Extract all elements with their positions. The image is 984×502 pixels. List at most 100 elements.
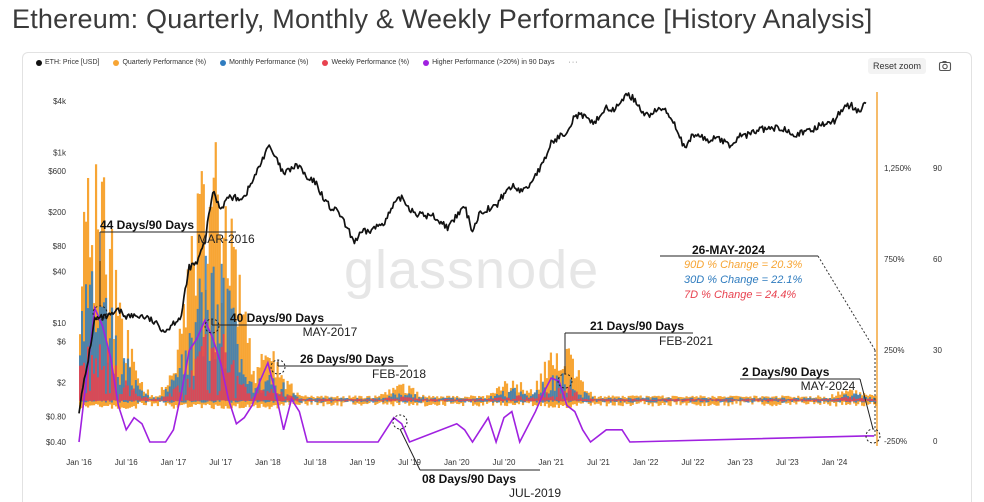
weekly-bar [454,399,457,401]
weekly-bar [256,393,259,401]
x-tick-label: Jan '16 [66,458,92,467]
weekly-bar [240,384,243,401]
weekly-bar [853,397,856,401]
weekly-bar [90,355,94,402]
weekly-bar [204,334,207,401]
legend-dot-icon [322,59,329,66]
weekly-bar [833,399,836,402]
monthly-bar [282,382,285,402]
weekly-bar [80,365,84,401]
weekly-bar [270,388,273,401]
monthly-bar [420,398,423,403]
weekly-bar [807,399,810,402]
chart-card [22,52,972,502]
quarterly-bar [156,396,160,407]
quarterly-bar [579,380,582,404]
monthly-bar [555,375,559,402]
weekly-bar [440,399,443,401]
weekly-bar [521,399,525,401]
weekly-bar [577,398,580,401]
weekly-bar [166,396,169,402]
monthly-bar [803,397,806,401]
monthly-bar [807,398,810,401]
monthly-bar [266,380,269,402]
weekly-bar [481,399,485,401]
weekly-bar [691,398,694,402]
weekly-bar [210,348,213,401]
weekly-bar [336,399,339,401]
weekly-bar [553,399,557,401]
weekly-bar [118,394,122,402]
weekly-bar [817,399,820,401]
monthly-bar [667,397,670,402]
weekly-bar [196,356,199,401]
monthly-bar [697,397,700,401]
legend-more-button[interactable]: ··· [568,59,579,66]
weekly-bar [549,396,553,401]
weekly-bar [308,398,311,402]
weekly-bar [312,399,315,401]
quarterly-bar [697,397,700,405]
weekly-bar [346,399,349,401]
quarterly-bar [276,362,279,409]
quarterly-bar [617,396,620,406]
legend-item-price[interactable]: ETH: Price [USD] [36,59,99,66]
monthly-bar [865,396,868,401]
legend-item-monthly[interactable]: Monthly Performance (%) [220,59,308,66]
weekly-bar [272,392,275,401]
weekly-bar [164,396,167,401]
quarterly-bar [400,384,403,402]
weekly-bar [603,399,606,401]
y-right-pct-tick-label: 750% [884,255,904,264]
quarterly-bar [779,397,782,405]
monthly-bar [793,398,796,401]
weekly-bar [348,399,351,401]
monthly-bar [386,398,389,402]
quarterly-bar [384,392,387,404]
monthly-bar [703,398,706,401]
weekly-bar [194,358,197,401]
legend-item-quarterly[interactable]: Quarterly Performance (%) [113,59,206,66]
weekly-bar [124,380,128,401]
weekly-bar [288,395,291,402]
weekly-bar [875,399,878,402]
weekly-bar [354,399,357,401]
weekly-bar [218,391,221,401]
weekly-bar [304,399,307,401]
weekly-bar [446,398,449,401]
legend-item-weekly[interactable]: Weekly Performance (%) [322,59,409,66]
weekly-bar [511,398,515,401]
weekly-bar [617,399,620,401]
weekly-bar [633,399,636,401]
monthly-bar [92,310,96,402]
weekly-bar [214,352,217,401]
weekly-bar [180,392,183,402]
weekly-bar [158,398,161,401]
weekly-bar [653,399,656,402]
camera-icon[interactable] [938,59,952,73]
quarterly-bar [112,339,116,406]
weekly-bar [388,397,391,401]
quarterly-bar [667,397,670,406]
weekly-bar [793,399,796,401]
x-tick-label: Jul '21 [587,458,610,467]
quarterly-bar [242,314,245,409]
weekly-bar [831,399,834,402]
weekly-bar [422,399,425,402]
weekly-bar [849,396,852,402]
weekly-bar [106,347,110,401]
weekly-bar [639,399,642,402]
monthly-bar [523,393,527,403]
reset-zoom-button[interactable]: Reset zoom [868,58,926,74]
monthly-bar [334,398,337,401]
legend-item-higher[interactable]: Higher Performance (>20%) in 90 Days [423,59,555,66]
quarterly-bar [224,206,227,407]
monthly-bar [164,389,167,403]
annotation-title: 40 Days/90 Days [230,311,324,325]
quarterly-bar [424,396,427,407]
monthly-bar [368,397,371,402]
weekly-bar [328,398,331,401]
monthly-bar [136,385,140,403]
weekly-bar [701,399,704,402]
weekly-bar [174,387,177,402]
